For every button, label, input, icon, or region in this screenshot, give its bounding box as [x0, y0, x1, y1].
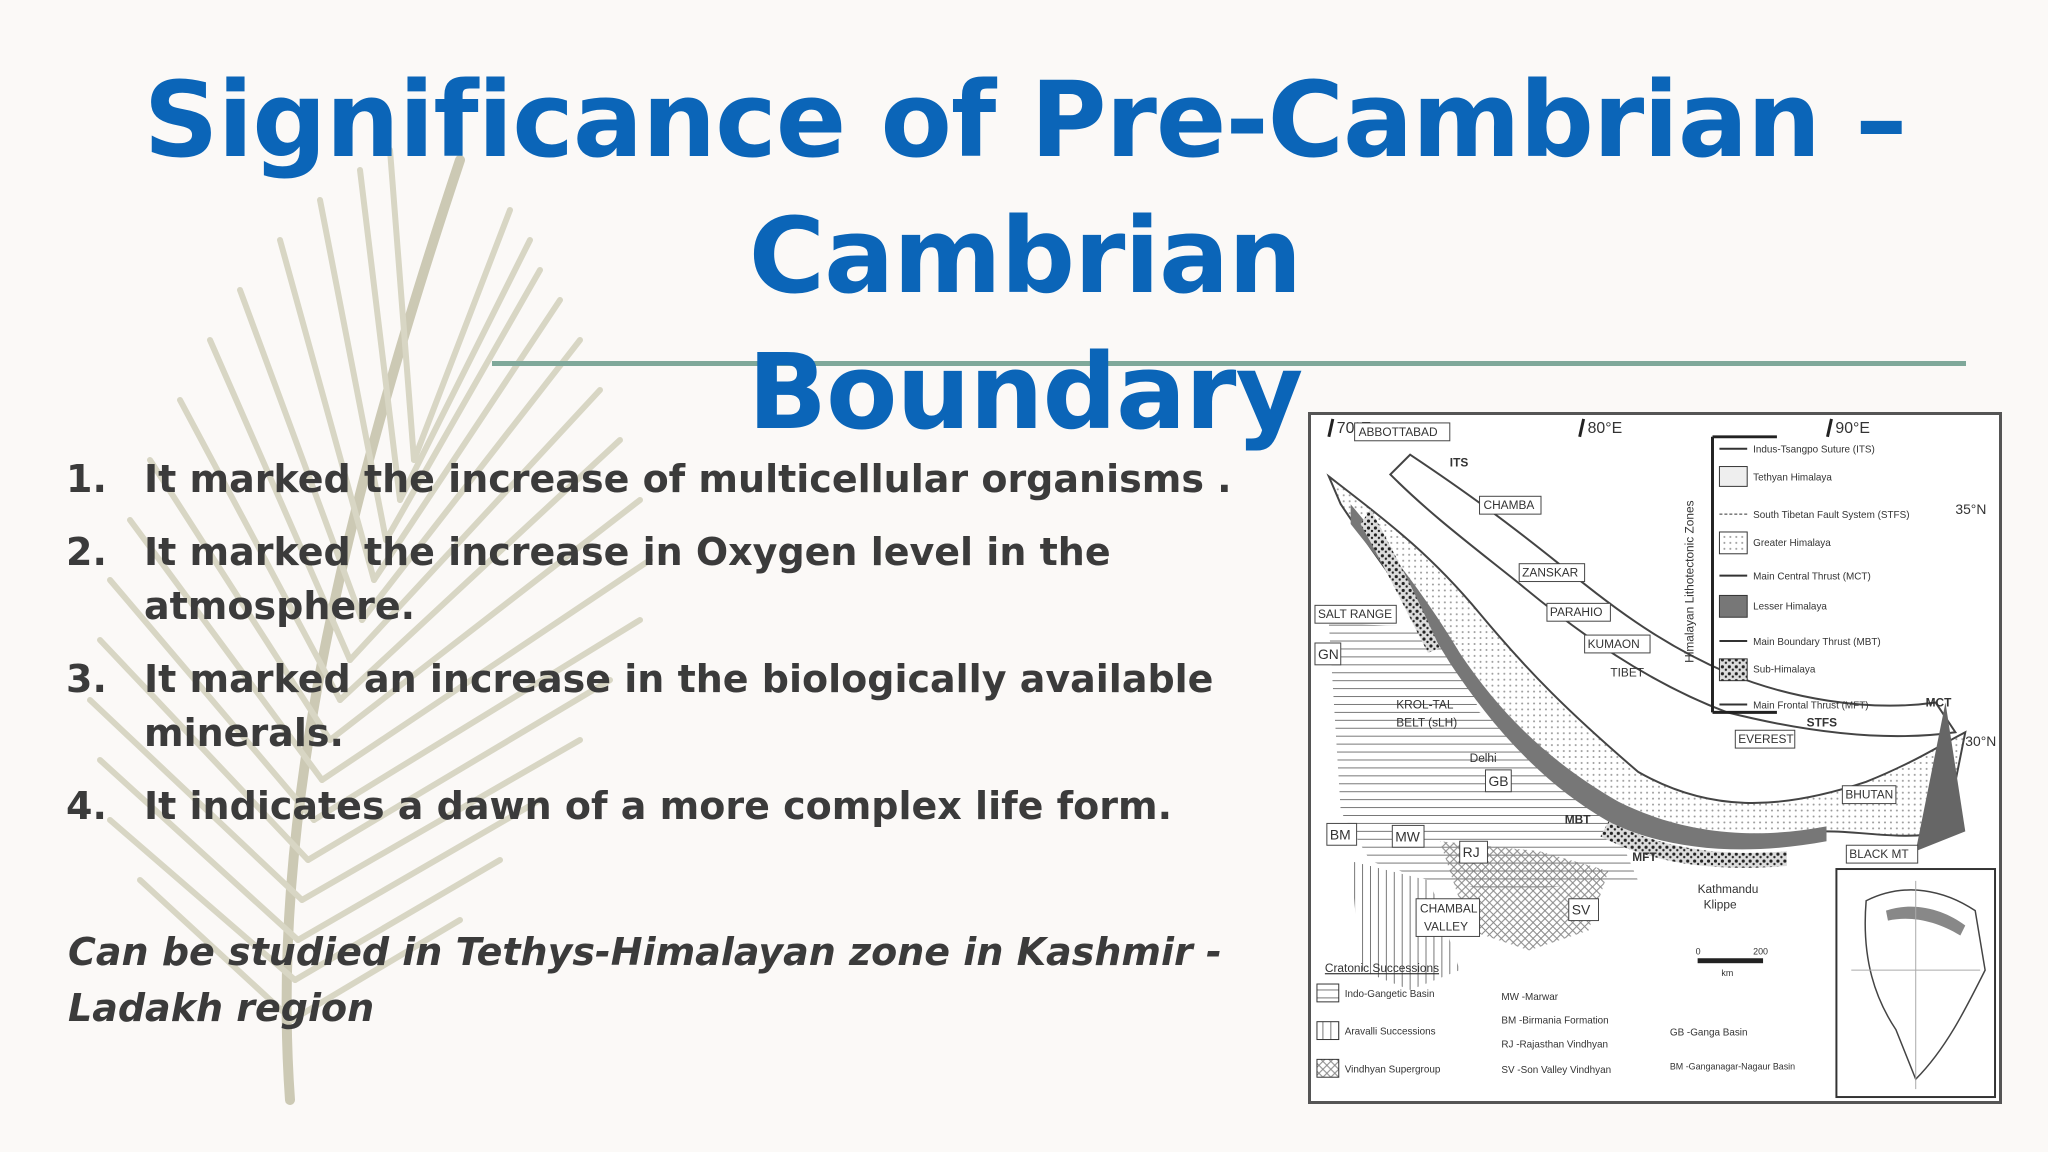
lon-label-90: 90°E — [1835, 420, 1870, 437]
legend-stfs: South Tibetan Fault System (STFS) — [1753, 510, 1909, 521]
title-text-1: Significance of Pre-Cambrian – Cambrian — [143, 59, 1908, 317]
legend-mbt: Main Boundary Thrust (MBT) — [1753, 637, 1881, 648]
list-number: 2. — [66, 530, 107, 574]
vindhyan-area — [1439, 841, 1609, 951]
legend-mct: Main Central Thrust (MCT) — [1753, 572, 1871, 583]
eastern-syntaxis — [1915, 702, 1966, 852]
legend-its: Indus-Tsangpo Suture (ITS) — [1753, 445, 1875, 456]
list-item: 3. It marked an increase in the biologic… — [66, 652, 1286, 760]
list-number: 1. — [66, 457, 107, 501]
list-number: 3. — [66, 657, 107, 701]
zones-axis-label: Himalayan Lithotectonic Zones — [1683, 500, 1697, 662]
label-bm: BM — [1330, 826, 1351, 842]
feather-decoration — [87, 147, 653, 1105]
legend-mft: Main Frontal Thrust (MFT) — [1753, 700, 1868, 711]
label-chambal: CHAMBAL — [1420, 902, 1478, 916]
slide-title: Significance of Pre-Cambrian – Cambrian … — [30, 52, 2020, 460]
cratonic-heading: Cratonic Successions — [1325, 961, 1439, 975]
cratonic-item-igb: Indo-Gangetic Basin — [1345, 989, 1435, 1000]
map-svg: 70°E 80°E 90°E 35°N 30°N ABBOTTABAD ITS — [1314, 418, 1997, 1099]
list-number: 4. — [66, 784, 107, 828]
label-bhutan: BHUTAN — [1845, 788, 1893, 802]
label-kathmandu-klippe: Klippe — [1704, 898, 1737, 912]
label-krol-tal: KROL-TAL — [1396, 697, 1454, 711]
label-sv: SV — [1572, 902, 1591, 918]
scale-unit: km — [1721, 968, 1733, 978]
list-item: 4. It indicates a dawn of a more complex… — [66, 779, 1286, 833]
list-item: 1. It marked the increase of multicellul… — [66, 452, 1286, 506]
abbrev-bm-ganganagar: BM -Ganganagar-Nagaur Basin — [1670, 1061, 1795, 1071]
label-chamba: CHAMBA — [1484, 498, 1535, 512]
label-mw: MW — [1395, 828, 1421, 844]
label-rj: RJ — [1463, 844, 1480, 860]
title-line-2: Boundary — [30, 324, 2020, 460]
abbrev-sv: SV -Son Valley Vindhyan — [1501, 1065, 1611, 1076]
title-divider — [492, 361, 1966, 366]
label-gb: GB — [1488, 773, 1508, 789]
sub-himalaya-belt — [1360, 509, 1440, 653]
label-everest: EVEREST — [1738, 732, 1793, 746]
label-tibet: TIBET — [1610, 666, 1644, 680]
scale-max: 200 — [1753, 946, 1768, 956]
label-mbt: MBT — [1565, 812, 1591, 826]
legend-lesser: Lesser Himalaya — [1753, 601, 1827, 612]
label-gn: GN — [1318, 646, 1339, 662]
legend-tethyan: Tethyan Himalaya — [1753, 472, 1832, 483]
list-text: It marked the increase of multicellular … — [144, 457, 1232, 501]
label-kumaon: KUMAON — [1588, 637, 1640, 651]
label-delhi: Delhi — [1470, 751, 1497, 765]
list-item: 2. It marked the increase in Oxygen leve… — [66, 525, 1286, 633]
label-black-mt: BLACK MT — [1849, 847, 1908, 861]
abbrev-rj: RJ -Rajasthan Vindhyan — [1501, 1039, 1608, 1050]
scale-bar: 0 200 km — [1696, 946, 1768, 978]
label-chambal-valley: VALLEY — [1424, 919, 1468, 933]
label-mct: MCT — [1926, 695, 1952, 709]
sub-himalaya-belt-east — [1600, 821, 1787, 868]
cratonic-item-vindhyan: Vindhyan Supergroup — [1345, 1064, 1441, 1075]
study-location-note: Can be studied in Tethys-Himalayan zone … — [68, 930, 1222, 1030]
label-salt-range: SALT RANGE — [1318, 607, 1392, 621]
legend-sub: Sub-Himalaya — [1753, 665, 1816, 676]
abbrev-mw: MW -Marwar — [1501, 992, 1558, 1003]
list-text: It marked the increase in Oxygen level i… — [144, 530, 1111, 628]
cratonic-item-aravalli: Aravalli Successions — [1345, 1027, 1436, 1038]
label-stfs: STFS — [1807, 715, 1837, 729]
cratonic-legend: Cratonic Successions Indo-Gangetic Basin… — [1316, 961, 1795, 1078]
label-kathmandu: Kathmandu — [1698, 882, 1759, 896]
label-its: ITS — [1450, 456, 1469, 470]
lon-label-80: 80°E — [1588, 420, 1623, 437]
label-parahio: PARAHIO — [1550, 605, 1603, 619]
abbrev-gb: GB -Ganga Basin — [1670, 1028, 1748, 1039]
list-text: It indicates a dawn of a more complex li… — [144, 784, 1173, 828]
lat-label-30: 30°N — [1965, 733, 1996, 749]
abbrev-bm-birmania: BM -Birmania Formation — [1501, 1016, 1608, 1027]
label-krol-tal-belt: BELT (sLH) — [1396, 715, 1457, 729]
map-legend: Indus-Tsangpo Suture (ITS) Tethyan Himal… — [1711, 435, 1910, 714]
indo-gangetic-basin-area — [1328, 623, 1639, 891]
title-line-1: Significance of Pre-Cambrian – Cambrian — [30, 52, 2020, 324]
title-text-2: Boundary — [747, 331, 1304, 453]
label-zanskar: ZANSKAR — [1522, 566, 1579, 580]
aravalli-area — [1350, 861, 1460, 990]
lat-label-35: 35°N — [1955, 501, 1986, 517]
inset-map — [1835, 868, 1997, 1099]
label-abbottabad: ABBOTTABAD — [1359, 425, 1438, 439]
list-text: It marked an increase in the biologicall… — [144, 657, 1214, 755]
himalaya-geology-map: 70°E 80°E 90°E 35°N 30°N ABBOTTABAD ITS — [1308, 412, 2002, 1104]
points-list: 1. It marked the increase of multicellul… — [66, 452, 1286, 852]
legend-greater: Greater Himalaya — [1753, 538, 1831, 549]
scale-zero: 0 — [1696, 946, 1701, 956]
label-mft: MFT — [1632, 850, 1657, 864]
